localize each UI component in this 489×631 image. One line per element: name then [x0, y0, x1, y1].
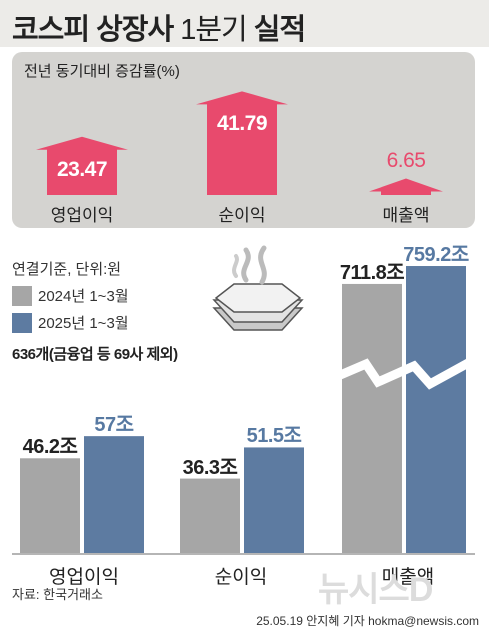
- legend-swatch-2024: [12, 285, 32, 306]
- bar-2025-net-profit: [244, 447, 304, 553]
- legend-swatch-2025: [12, 312, 32, 333]
- legend-item-2024: 2024년 1~3월: [12, 285, 129, 306]
- newsis-watermark: 뉴시스D: [318, 571, 433, 609]
- bar-2024-sales: [342, 283, 402, 553]
- legend-label-2024: 2024년 1~3월: [38, 288, 129, 305]
- legend-label-2025: 2025년 1~3월: [38, 315, 129, 332]
- steam-icon-1: [241, 247, 251, 283]
- chart-baseline: [12, 553, 475, 555]
- yoy-arrow-sales: [369, 178, 443, 195]
- steam-icon-2: [258, 245, 267, 285]
- legend-item-2025: 2025년 1~3월: [12, 312, 129, 333]
- bowl-illustration: [212, 245, 304, 331]
- page-title: 코스피 상장사 1분기 실적: [12, 6, 306, 48]
- yoy-value-sales: 6.65: [386, 148, 426, 172]
- yoy-arrow-net-profit: [196, 91, 288, 195]
- category-label-sales: 매출액: [381, 567, 435, 588]
- value-label-2024-sales: 711.8조: [339, 261, 405, 284]
- title-bold-2: 실적: [253, 14, 306, 46]
- yoy-value-net-profit: 41.79: [216, 112, 268, 136]
- yoy-value-operating-profit: 23.47: [56, 157, 108, 181]
- steam-icon-3: [232, 254, 239, 278]
- yoy-label-sales: 매출액: [382, 206, 430, 225]
- value-label-2024-operating-profit: 46.2조: [22, 436, 78, 459]
- title-bar: [0, 0, 489, 47]
- bar-2025-operating-profit: [84, 436, 144, 553]
- bar-2025-sales: [406, 266, 466, 553]
- title-bold: 코스피 상장사: [12, 14, 174, 46]
- bowl-top-icon: [214, 283, 302, 313]
- credit-text: 25.05.19 안지혜 기자 hokma@newsis.com: [256, 614, 479, 628]
- bar-2024-operating-profit: [20, 458, 80, 553]
- legend-basis: 연결기준, 단위:원: [12, 261, 122, 278]
- yoy-label-operating-profit: 영업이익: [50, 206, 114, 225]
- source-text: 자료: 한국거래소: [12, 587, 103, 602]
- yoy-label-net-profit: 순이익: [218, 206, 266, 225]
- title-light: 1분기: [180, 14, 247, 46]
- value-label-2025-sales: 759.2조: [403, 244, 469, 267]
- category-label-operating-profit: 영업이익: [49, 567, 119, 588]
- yoy-arrow-operating-profit: [36, 136, 128, 195]
- company-count-note: 636개(금융업 등 69사 제외): [12, 346, 178, 363]
- axis-break-icon: [336, 358, 473, 390]
- category-label-net-profit: 순이익: [214, 567, 268, 588]
- value-label-2025-net-profit: 51.5조: [246, 425, 302, 448]
- value-label-2025-operating-profit: 57조: [94, 414, 134, 437]
- yoy-header: 전년 동기대비 증감률(%): [24, 63, 180, 80]
- bar-2024-net-profit: [180, 478, 240, 553]
- value-label-2024-net-profit: 36.3조: [182, 456, 238, 479]
